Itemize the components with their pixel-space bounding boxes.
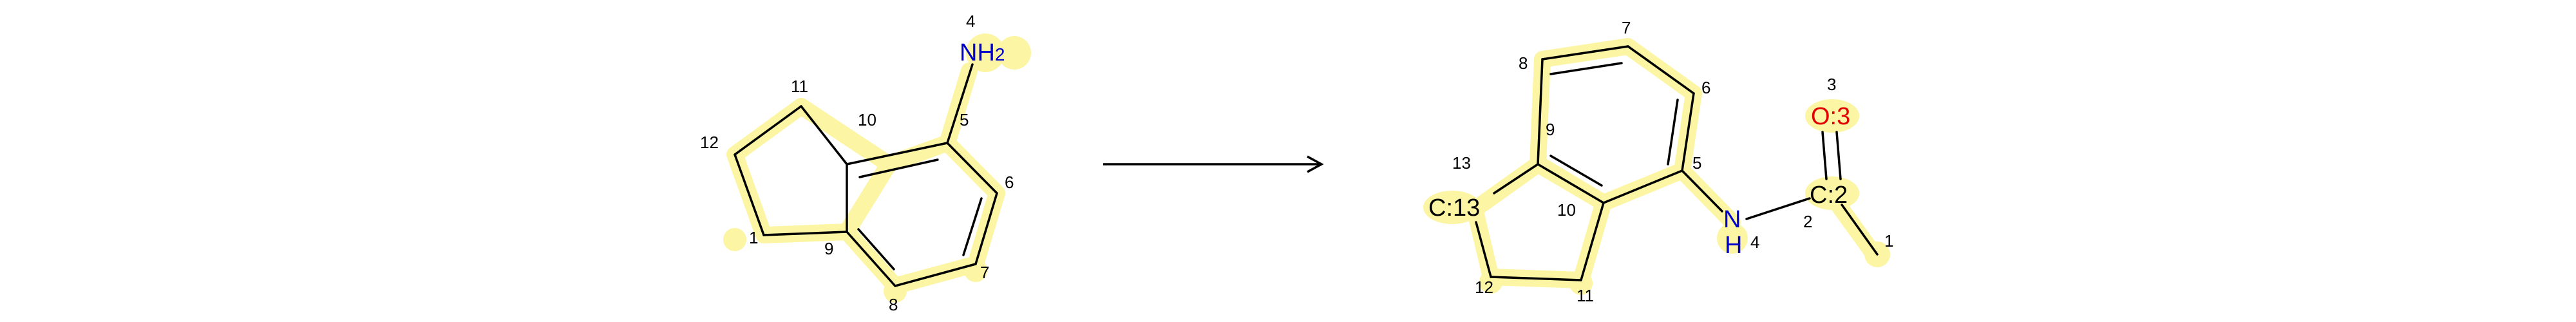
product-bonds <box>1475 45 1879 281</box>
product-map-8: 8 <box>1519 53 1528 73</box>
nh2-n-h: NH <box>960 39 995 66</box>
product-h-label: H <box>1725 232 1742 259</box>
product-o-label: O:3 <box>1811 103 1850 130</box>
reactant-map-5: 5 <box>960 110 969 129</box>
bond-c2-o-second <box>1835 131 1842 180</box>
bond-c8-c7 <box>1541 45 1629 61</box>
product-c13-label: C:13 <box>1428 194 1480 222</box>
bond-c10-c5-inner <box>858 158 939 178</box>
bond-c9-c8 <box>1537 58 1544 166</box>
product-map-3: 3 <box>1827 75 1836 94</box>
product-map-1: 1 <box>1884 231 1893 251</box>
bond-c8-c9-inner <box>857 228 895 270</box>
bond-c5-c6 <box>946 142 998 194</box>
bond-n-c2 <box>1745 197 1811 220</box>
bond-c5-n <box>946 63 974 144</box>
reactant-map-10: 10 <box>858 110 876 129</box>
reaction-arrow-icon <box>1103 155 1324 173</box>
bond-c6-c5-inner <box>1667 99 1679 166</box>
bond-c12-c11 <box>1490 276 1582 281</box>
bond-c8-c7-inner <box>1549 62 1623 75</box>
reactant-map-4: 4 <box>966 12 975 31</box>
reactant-map-9: 9 <box>824 239 833 258</box>
bond-c6-c7 <box>974 192 998 265</box>
bond-c1-c9 <box>762 231 848 236</box>
bond-c11-c12 <box>734 105 802 156</box>
bond-c5-c10 <box>1602 169 1683 204</box>
product-c2-label: C:2 <box>1810 182 1848 209</box>
nh2-subscript: 2 <box>995 44 1005 64</box>
bond-c5-n <box>1681 169 1723 213</box>
bond-c11-c10 <box>1580 202 1605 281</box>
bond-c9-c13 <box>1493 163 1539 194</box>
bond-c10-c5 <box>846 142 949 166</box>
product-map-4: 4 <box>1750 232 1759 252</box>
product-map-12: 12 <box>1475 278 1493 297</box>
product-molecule: O:3 C:2 C:13 N H 3 2 1 7 6 8 9 5 13 10 4… <box>1423 18 1893 305</box>
product-map-13: 13 <box>1452 153 1471 173</box>
product-highlight <box>1466 38 1882 289</box>
product-map-2: 2 <box>1803 212 1812 231</box>
reactant-molecule: NH2 4 11 12 10 5 6 7 8 9 1 <box>700 12 1031 314</box>
reactant-map-1: 1 <box>749 228 758 247</box>
reactant-map-6: 6 <box>1005 173 1014 192</box>
product-map-6: 6 <box>1701 78 1710 97</box>
bond-c7-c8 <box>894 263 977 287</box>
bond-c2-c1 <box>1841 204 1879 256</box>
bond-c6-c7-inner <box>962 197 983 256</box>
bond-c10-c9-inner <box>1549 155 1603 187</box>
product-n-label: N <box>1723 206 1741 233</box>
product-map-9: 9 <box>1546 120 1555 139</box>
reactant-highlight-atoms <box>723 33 1031 303</box>
reactant-map-12: 12 <box>700 133 719 152</box>
bond-c6-c5 <box>1681 92 1695 172</box>
product-map-11: 11 <box>1577 286 1594 305</box>
reactant-map-8: 8 <box>889 295 898 314</box>
reactant-nh2-label: NH2 <box>960 39 1005 66</box>
product-map-7: 7 <box>1622 18 1631 37</box>
reactant-map-7: 7 <box>980 263 989 282</box>
bond-c13-c12 <box>1475 221 1492 278</box>
product-map-10: 10 <box>1557 200 1576 220</box>
reactant-map-11: 11 <box>791 77 808 96</box>
product-map-5: 5 <box>1692 153 1701 173</box>
bond-c10-c9 <box>1537 163 1605 204</box>
bond-c2-o <box>1821 131 1828 180</box>
bond-c11-c10 <box>800 105 848 166</box>
product-highlight-atoms <box>1423 99 1890 295</box>
bond-c7-c6 <box>1627 45 1695 95</box>
bond-c8-c9 <box>846 231 896 287</box>
reactant-bonds <box>734 63 998 287</box>
bond-c12-c1 <box>734 153 765 236</box>
